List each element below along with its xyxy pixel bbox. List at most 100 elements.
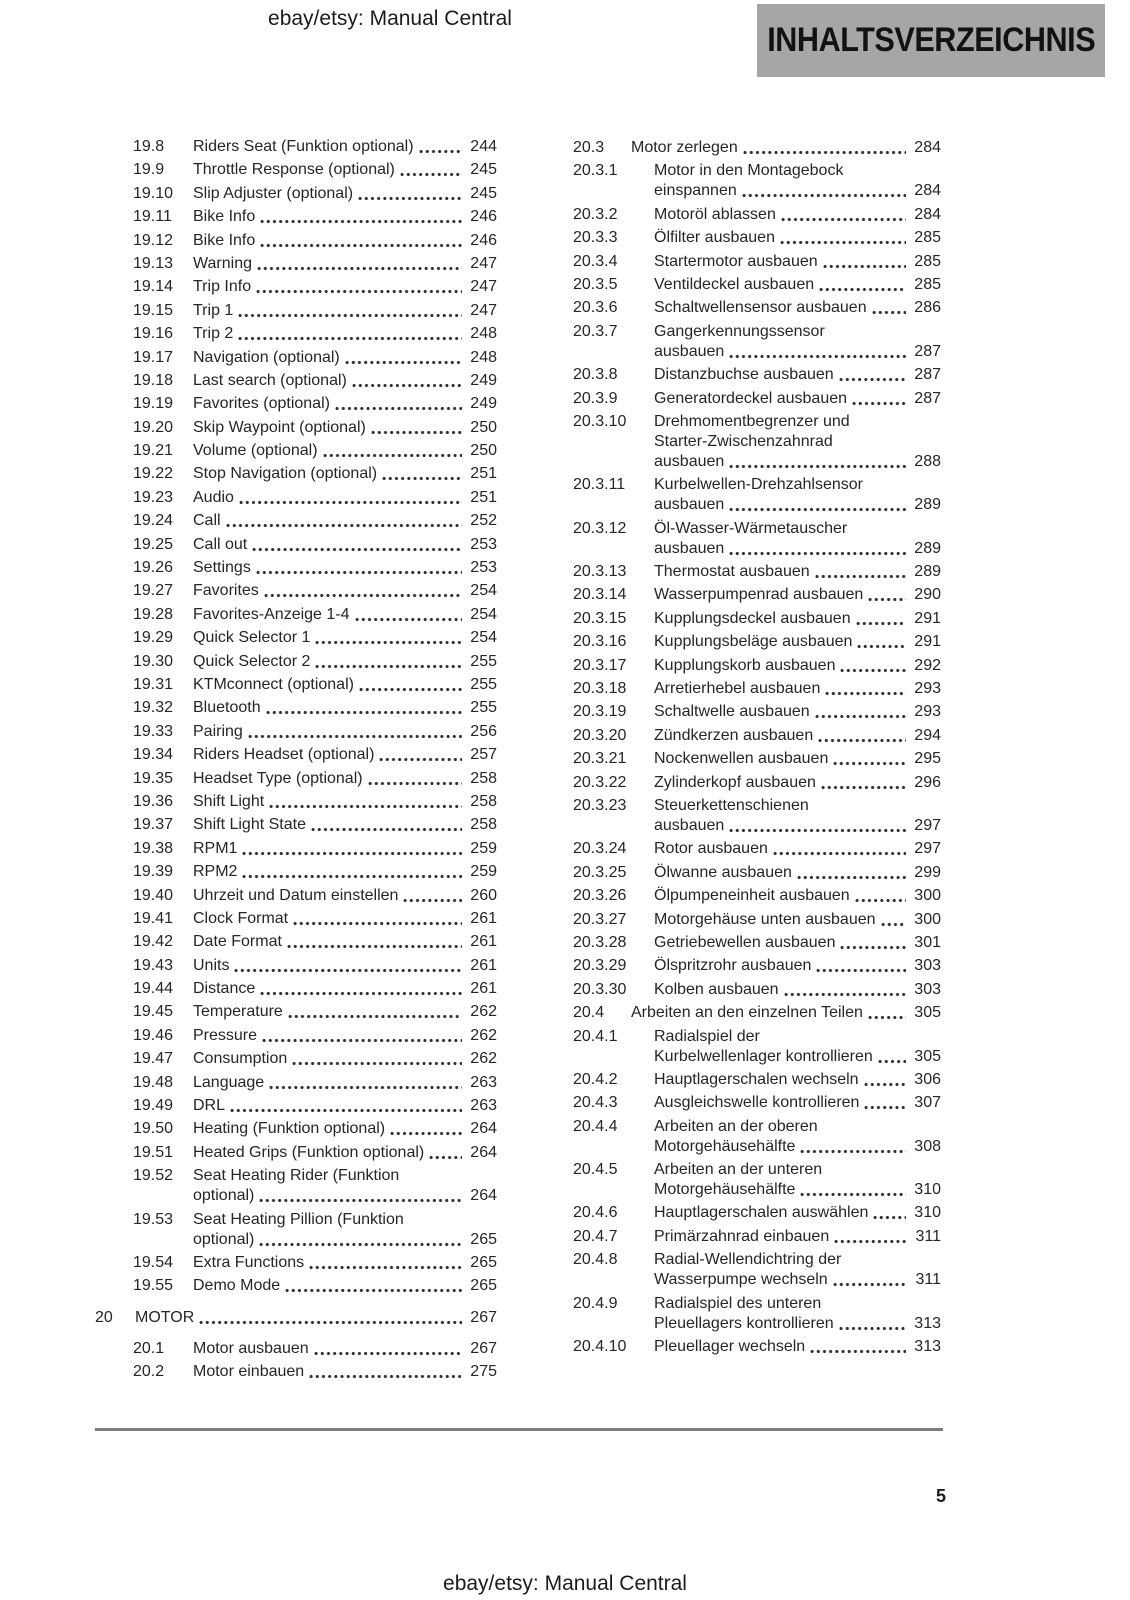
toc-entry-number: 19.26 — [133, 559, 174, 577]
toc-entry-body: Last search (optional) 249 — [193, 370, 497, 391]
dot-leader — [837, 365, 906, 386]
toc-entry-number: 19.53 — [133, 1210, 174, 1228]
toc-entry: 20.4 Arbeiten an den einzelnen Teilen 305 — [573, 1003, 941, 1024]
toc-entry-lastline: Pairing 256 — [193, 721, 497, 742]
toc-entry-lastline: Call 252 — [193, 511, 497, 532]
dot-leader — [259, 979, 462, 1000]
dot-leader — [308, 1252, 462, 1273]
toc-entry-page: 289 — [914, 496, 941, 514]
toc-entry-label: Wasserpumpe wechseln — [654, 1271, 828, 1289]
toc-entry-lastline: Motor ausbauen 267 — [193, 1338, 497, 1359]
toc-entry-page: 294 — [914, 726, 941, 744]
toc-entry: 19.50 Heating (Funktion optional) 264 — [95, 1119, 497, 1140]
toc-entry-lastline: Bluetooth 255 — [193, 698, 497, 719]
toc-entry-page: 253 — [470, 559, 497, 577]
toc-entry-number: 20 — [95, 1309, 113, 1327]
toc-entry-page: 275 — [470, 1363, 497, 1381]
toc-entry-number: 19.40 — [133, 886, 174, 904]
toc-entry-lastline: Skip Waypoint (optional) 250 — [193, 417, 497, 438]
toc-entry-lastline: Kupplungskorb ausbauen 292 — [654, 655, 941, 676]
toc-entry-number: 19.18 — [133, 371, 174, 389]
toc-entry: 19.17 Navigation (optional) 248 — [95, 347, 497, 368]
dot-leader — [314, 628, 462, 649]
toc-entry-body: Audio 251 — [193, 487, 497, 508]
toc-entry-lastline: Warning 247 — [193, 253, 497, 274]
dot-leader — [264, 698, 462, 719]
toc-entry-lastline: Zündkerzen ausbauen 294 — [654, 725, 941, 746]
toc-entry: 20.3.12 Öl-Wasser-Wärmetauscher ausbauen 28… — [573, 519, 941, 559]
toc-entry-label: ausbauen — [654, 539, 725, 557]
toc-entry-number: 19.23 — [133, 488, 174, 506]
toc-entry: 20.3.13 Thermostat ausbauen 289 — [573, 562, 941, 583]
toc-entry: 20.4.1 Radialspiel der Kurbelwellenlager k… — [573, 1027, 941, 1067]
dot-leader — [837, 1313, 906, 1334]
toc-entry: 20.3.24 Rotor ausbauen 297 — [573, 839, 941, 860]
dot-leader — [815, 956, 906, 977]
dot-leader — [872, 1203, 906, 1224]
toc-entry-label: Language — [193, 1073, 265, 1091]
toc-entry-body: Nockenwellen ausbauen 295 — [654, 749, 941, 770]
toc-entry-number: 20.3.27 — [573, 910, 627, 928]
dot-leader — [853, 886, 906, 907]
toc-entry-page: 258 — [470, 792, 497, 810]
toc-entry: 20.3.22 Zylinderkopf ausbauen 296 — [573, 772, 941, 793]
toc-entry-lastline: Slip Adjuster (optional) 245 — [193, 183, 497, 204]
toc-entry: 20.3.5 Ventildeckel ausbauen 285 — [573, 274, 941, 295]
toc-entry-label: Bike Info — [193, 208, 256, 226]
dot-leader — [856, 632, 906, 653]
toc-entry-number: 20.3.8 — [573, 366, 618, 384]
toc-entry: 20.3.23 Steuerkettenschienen ausbauen 297 — [573, 796, 941, 836]
toc-entry-label: Slip Adjuster (optional) — [193, 184, 354, 202]
toc-entry-body: Throttle Response (optional) 245 — [193, 160, 497, 181]
toc-entry-number: 19.17 — [133, 348, 174, 366]
toc-entry-lastline: Pressure 262 — [193, 1025, 497, 1046]
toc-entry-lastline: Heating (Funktion optional) 264 — [193, 1119, 497, 1140]
toc-entry-lastline: Settings 253 — [193, 558, 497, 579]
toc-entry-number: 19.19 — [133, 395, 174, 413]
toc-entry: 19.20 Skip Waypoint (optional) 250 — [95, 417, 497, 438]
toc-entry-lastline: Temperature 262 — [193, 1002, 497, 1023]
toc-entry-label: Motor einbauen — [193, 1363, 305, 1381]
toc-entry-lastline: Ölwanne ausbauen 299 — [654, 862, 941, 883]
toc-entry-lastline: Wasserpumpenrad ausbauen 290 — [654, 585, 941, 606]
toc-entry-label: Motorgehäusehälfte — [654, 1181, 796, 1199]
toc-entry-lastline: Shift Light State 258 — [193, 815, 497, 836]
toc-entry-number: 20.4.8 — [573, 1251, 618, 1269]
toc-entry-body: Ventildeckel ausbauen 285 — [654, 274, 941, 295]
toc-entry-label: Quick Selector 2 — [193, 652, 311, 670]
toc-entry-lastline: Motor einbauen 275 — [193, 1362, 497, 1383]
toc-entry-label: Schaltwelle ausbauen — [654, 703, 810, 721]
toc-entry-body: Kupplungsbeläge ausbauen 291 — [654, 632, 941, 653]
toc-entry-page: 261 — [470, 933, 497, 951]
toc-entry-number: 20.3.25 — [573, 863, 627, 881]
toc-entry-number: 19.55 — [133, 1277, 174, 1295]
toc-entry-body: Distance 261 — [193, 979, 497, 1000]
toc-entry-label: Radialspiel des unteren — [654, 1294, 822, 1312]
toc-entry-lastline: Throttle Response (optional) 245 — [193, 160, 497, 181]
toc-entry: 20.3.16 Kupplungsbeläge ausbauen 291 — [573, 632, 941, 653]
dot-leader — [381, 464, 462, 485]
toc-entry-page: 261 — [470, 909, 497, 927]
toc-entry-label: Motorgehäuse unten ausbauen — [654, 910, 876, 928]
toc-entry-lastline: Hauptlagerschalen auswählen 310 — [654, 1203, 941, 1224]
toc-entry: 19.52 Seat Heating Rider (Funktion optiona… — [95, 1166, 497, 1207]
toc-entry-body: Ölfilter ausbauen 285 — [654, 228, 941, 249]
toc-entry-number: 19.30 — [133, 652, 174, 670]
toc-entry-body: Heated Grips (Funktion optional) 264 — [193, 1142, 497, 1163]
toc-entry-page: 301 — [914, 933, 941, 951]
toc-entry-label: KTMconnect (optional) — [193, 675, 354, 693]
toc-entry: 19.11 Bike Info 246 — [95, 207, 497, 228]
toc-entry: 20.4.2 Hauptlagerschalen wechseln 306 — [573, 1069, 941, 1090]
dot-leader — [389, 1119, 462, 1140]
toc-entry-body: Öl-Wasser-Wärmetauscher ausbauen 289 — [654, 519, 941, 559]
toc-entry-label: einspannen — [654, 182, 737, 200]
toc-entry-page: 261 — [470, 980, 497, 998]
toc-entry-label: Ausgleichswelle kontrollieren — [654, 1094, 860, 1112]
toc-entry: 19.19 Favorites (optional) 249 — [95, 394, 497, 415]
toc-entry: 19.44 Distance 261 — [95, 979, 497, 1000]
toc-entry-page: 263 — [470, 1073, 497, 1091]
dot-leader — [353, 604, 462, 625]
toc-entry: 19.47 Consumption 262 — [95, 1049, 497, 1070]
toc-entry: 19.18 Last search (optional) 249 — [95, 370, 497, 391]
toc-entry-page: 258 — [470, 816, 497, 834]
